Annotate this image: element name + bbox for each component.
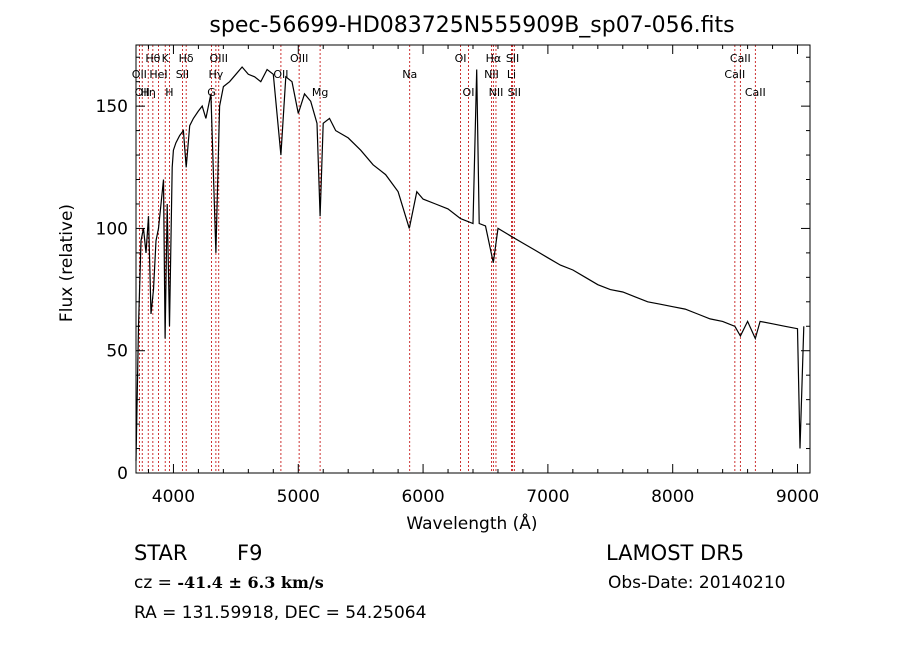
line-label-7: SII bbox=[176, 68, 189, 81]
x-axis-label: Wavelength (Å) bbox=[406, 512, 537, 534]
line-label-24: CaII bbox=[724, 68, 745, 81]
y-tick-label: 100 bbox=[96, 219, 128, 239]
line-label-16: OI bbox=[455, 52, 467, 65]
line-label-14: Mg bbox=[312, 86, 328, 99]
line-label-0: OII bbox=[132, 68, 147, 81]
line-label-2: Hη bbox=[141, 86, 156, 99]
cz-prefix: cz = bbox=[134, 573, 178, 593]
emission-line-labels: OIIOIIHηHθHeIKHSIIHδGHγOIIIOIIOIIIMgNaOI… bbox=[132, 52, 766, 99]
x-tick-label: 5000 bbox=[277, 487, 320, 507]
y-axis-ticks: 0 50 100 150 bbox=[96, 56, 810, 484]
x-tick-label: 8000 bbox=[651, 487, 694, 507]
line-label-13: OIII bbox=[290, 52, 308, 65]
line-label-23: SII bbox=[508, 86, 521, 99]
object-type: STAR bbox=[134, 541, 188, 565]
chart-title: spec-56699-HD083725N555909B_sp07-056.fit… bbox=[209, 13, 734, 38]
line-label-6: H bbox=[165, 86, 173, 99]
y-tick-label: 150 bbox=[96, 97, 128, 117]
y-axis-label: Flux (relative) bbox=[57, 204, 77, 322]
observation-date: Obs-Date: 20140210 bbox=[608, 573, 786, 593]
line-label-10: Hγ bbox=[208, 68, 223, 81]
line-label-15: Na bbox=[402, 68, 417, 81]
emission-line-markers bbox=[138, 45, 756, 473]
x-axis-ticks: 4000 5000 6000 7000 8000 9000 bbox=[147, 45, 819, 507]
x-tick-label: 4000 bbox=[152, 487, 195, 507]
line-label-21: Li bbox=[507, 68, 516, 81]
line-label-25: CaII bbox=[730, 52, 751, 65]
line-label-8: Hδ bbox=[179, 52, 194, 65]
x-tick-label: 9000 bbox=[776, 487, 819, 507]
line-label-20: NII bbox=[489, 86, 504, 99]
line-label-5: K bbox=[162, 52, 170, 65]
line-label-4: HeI bbox=[149, 68, 167, 81]
line-label-11: OIII bbox=[210, 52, 228, 65]
line-label-18: NII bbox=[484, 68, 499, 81]
plot-frame bbox=[135, 44, 811, 474]
x-tick-label: 7000 bbox=[526, 487, 569, 507]
spectrum-series-line bbox=[135, 66, 805, 461]
y-tick-label: 0 bbox=[117, 464, 128, 484]
line-label-19: Hα bbox=[486, 52, 502, 65]
survey-name: LAMOST DR5 bbox=[606, 541, 745, 565]
line-label-3: Hθ bbox=[145, 52, 160, 65]
y-tick-label: 50 bbox=[106, 342, 128, 362]
cz-value: -41.4 ± 6.3 km/s bbox=[177, 573, 324, 592]
spectral-subclass: F9 bbox=[237, 541, 263, 565]
coordinates: RA = 131.59918, DEC = 54.25064 bbox=[134, 603, 427, 623]
redshift-line: cz = -41.4 ± 6.3 km/s bbox=[134, 573, 324, 593]
line-label-12: OII bbox=[273, 68, 288, 81]
line-label-1: OII bbox=[135, 86, 150, 99]
line-label-9: G bbox=[207, 86, 216, 99]
line-label-22: SII bbox=[506, 52, 519, 65]
line-label-26: CaII bbox=[745, 86, 766, 99]
line-label-17: OI bbox=[463, 86, 475, 99]
x-tick-label: 6000 bbox=[401, 487, 444, 507]
